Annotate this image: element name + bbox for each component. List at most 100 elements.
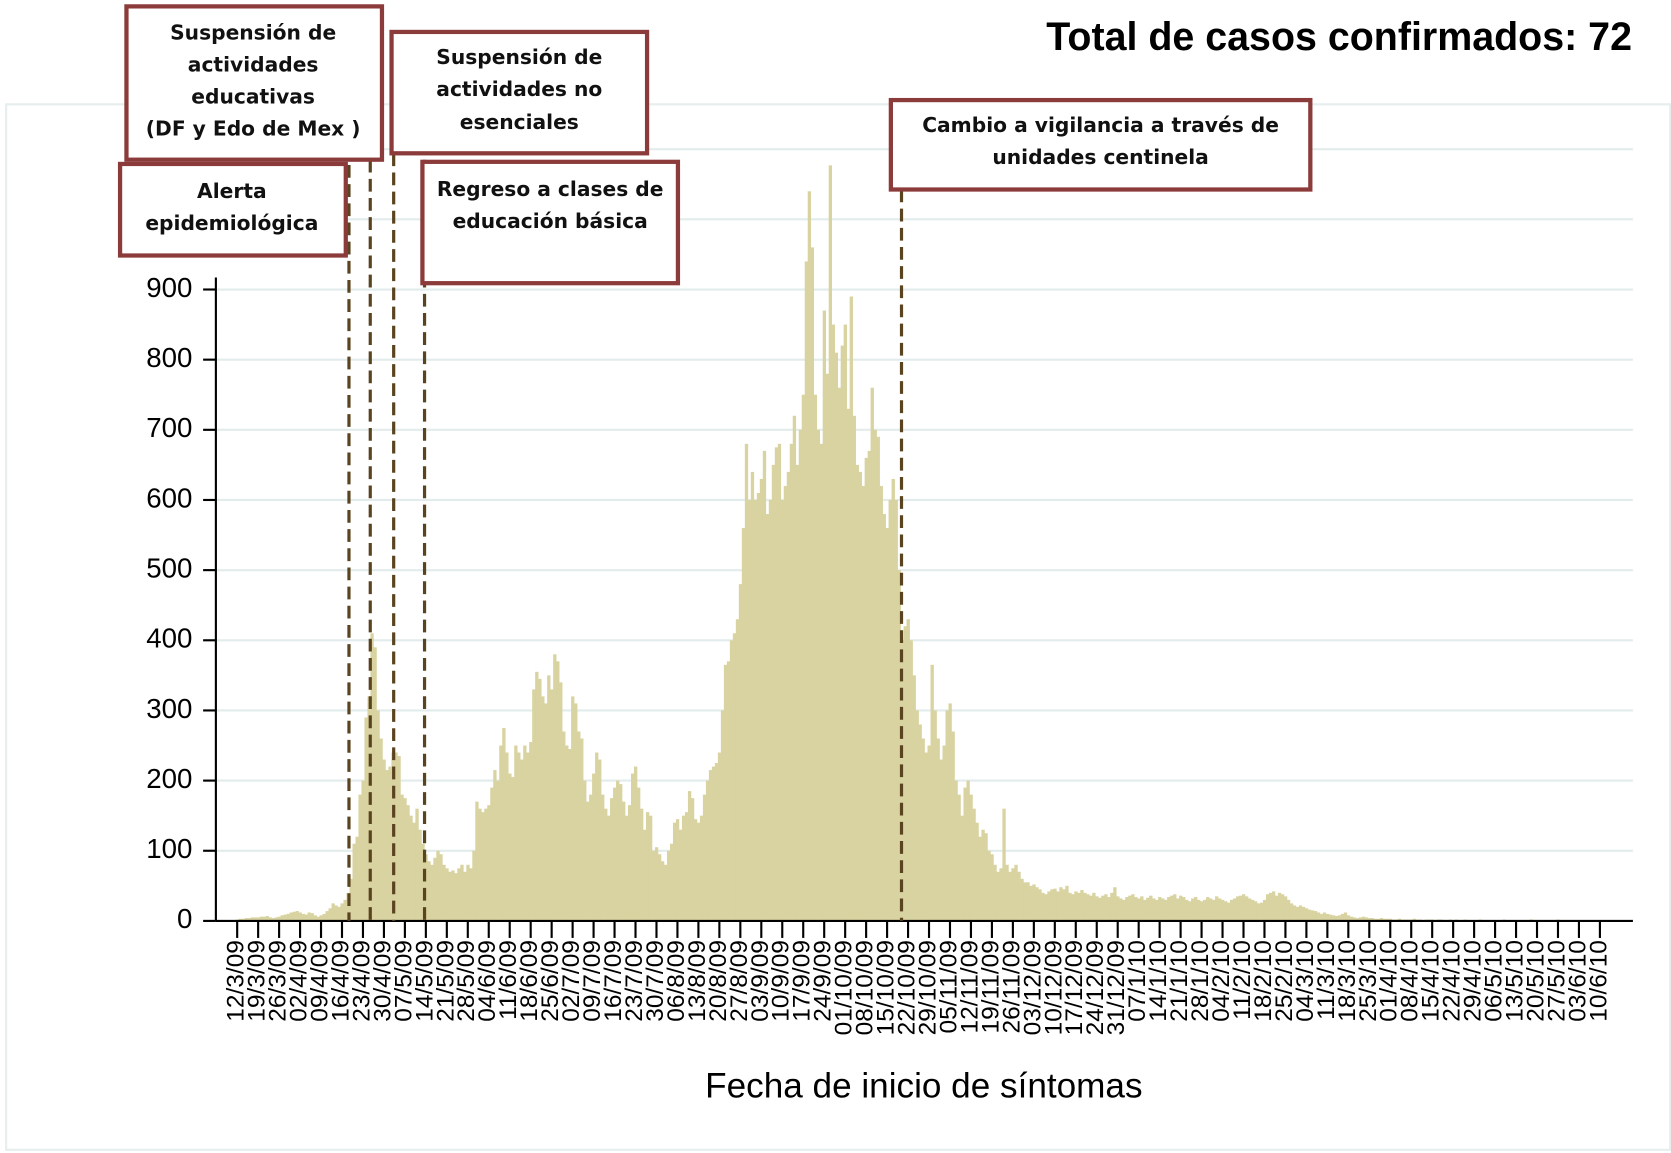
bar (502, 727, 506, 921)
x-tick-label: 10/6/10 (1585, 940, 1612, 1022)
bar (720, 710, 725, 921)
bar (1104, 894, 1108, 921)
bar (1029, 885, 1033, 921)
bar (304, 914, 308, 921)
bar (625, 815, 629, 921)
bar (861, 485, 865, 921)
bar (1313, 911, 1318, 921)
bar (1134, 897, 1138, 921)
bar (642, 829, 647, 921)
bar (1242, 894, 1246, 921)
bar (364, 717, 368, 921)
bar (331, 903, 335, 921)
bar (637, 787, 641, 921)
bar (1310, 910, 1315, 921)
bar (559, 682, 563, 921)
bar (1140, 896, 1144, 921)
x-tick-label: 28/1/10 (1187, 940, 1214, 1022)
bar (565, 745, 569, 921)
bar (1083, 892, 1087, 921)
bar (418, 829, 422, 921)
bar (286, 913, 290, 921)
x-tick-label: 03/6/10 (1564, 940, 1591, 1022)
bar (1125, 897, 1129, 921)
bar (1185, 899, 1189, 921)
bar (918, 724, 922, 921)
bar (798, 429, 803, 921)
bar (283, 914, 287, 921)
bar (346, 892, 350, 921)
annotation-text: Suspensión de (170, 21, 336, 45)
bar (996, 871, 1000, 921)
bar (972, 808, 976, 921)
bar (358, 794, 362, 921)
bar (900, 640, 904, 921)
bar (1050, 889, 1054, 921)
bar (966, 780, 970, 921)
annotation-box (888, 97, 1313, 192)
bar (1032, 884, 1036, 921)
bar (792, 415, 797, 921)
bar (759, 478, 764, 921)
bar (1355, 918, 1360, 921)
bar (628, 805, 632, 921)
bar (1331, 915, 1336, 921)
bar (741, 528, 746, 921)
bar (1005, 864, 1009, 921)
bar (1164, 899, 1168, 921)
bar (888, 499, 892, 921)
bar (957, 794, 961, 921)
x-tick-label: 18/3/10 (1334, 940, 1361, 1022)
bar (774, 447, 779, 921)
bar (475, 801, 479, 921)
bar (1011, 868, 1015, 921)
bar (1250, 899, 1255, 921)
bar (999, 868, 1003, 921)
bar (936, 738, 940, 921)
chart-title: Total de casos confirmados: 72 (1046, 15, 1632, 59)
y-tick-label: 800 (146, 342, 192, 373)
annotation-text: Alerta (197, 179, 267, 203)
bar (1158, 897, 1162, 921)
bar (942, 745, 946, 921)
x-tick-label: 13/5/10 (1502, 940, 1529, 1022)
annotation-text: Regreso a clases de (437, 177, 664, 201)
bar (328, 908, 332, 921)
bar (1247, 898, 1252, 921)
bar (645, 812, 650, 921)
bar (756, 492, 761, 921)
x-tick-label: 29/4/10 (1460, 940, 1487, 1022)
bar (1146, 897, 1150, 921)
bar (523, 745, 527, 921)
annotation: Cambio a vigilancia a través de unidades… (888, 97, 1313, 192)
bar (607, 815, 611, 921)
bar (807, 191, 812, 921)
bar (337, 906, 341, 921)
bar (1277, 892, 1282, 921)
y-tick-label: 0 (177, 903, 192, 934)
bar (705, 780, 710, 921)
y-tick-label: 700 (146, 412, 192, 443)
x-tick-label: 01/4/10 (1376, 940, 1403, 1022)
x-tick-label: 18/2/10 (1250, 940, 1277, 1022)
bar (265, 915, 269, 921)
bar (924, 752, 928, 921)
x-tick-label: 08/10/09 (852, 940, 879, 1035)
bar (813, 394, 818, 921)
bar (1080, 890, 1084, 921)
bar (867, 450, 871, 921)
x-tick-label: 21/1/10 (1166, 940, 1193, 1022)
bar (1152, 898, 1156, 921)
bar (586, 801, 590, 921)
bar (765, 514, 770, 921)
bar (1155, 899, 1159, 921)
bar (1358, 917, 1363, 921)
bar (978, 836, 982, 921)
bar (451, 870, 455, 921)
bar (849, 296, 853, 921)
bar (634, 766, 638, 921)
annotation: Suspensión de actividades no esenciales (389, 29, 650, 156)
bar (1161, 898, 1165, 921)
bar (690, 798, 695, 921)
bar (891, 478, 895, 921)
